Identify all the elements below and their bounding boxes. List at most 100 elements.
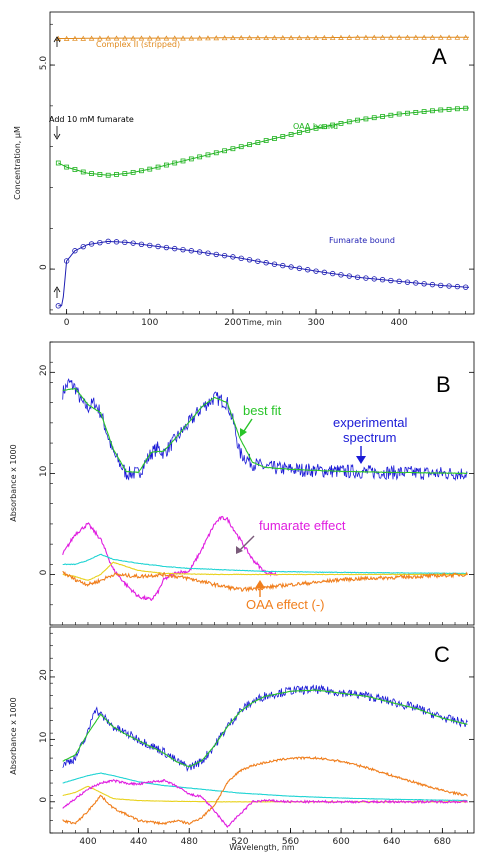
series-complex-ii-stripped-point	[329, 34, 336, 40]
series-complex-ii-stripped-point	[97, 35, 103, 41]
series-oaa-bound-point	[55, 160, 61, 166]
series-complex-ii-stripped-point	[246, 34, 253, 41]
panel-c-xtick-label: 680	[434, 837, 451, 847]
series-fumarate-bound-point	[288, 264, 294, 270]
series-oaa-bound-point	[188, 156, 194, 162]
panel-c-xtick-label: 520	[231, 837, 248, 847]
series-fumarate-bound-point	[180, 246, 186, 253]
series-complex-ii-stripped-point	[279, 34, 286, 41]
series-fumarate-bound-point	[196, 249, 203, 255]
series-oaa-bound-point	[421, 109, 427, 114]
series-complex-ii-stripped-point	[230, 34, 236, 41]
series-fumarate-bound-point	[55, 303, 62, 309]
series-fumarate-bound-point	[80, 243, 86, 250]
series-oaa-bound-point	[222, 148, 227, 154]
arrow-experimental-spectrum	[356, 446, 366, 464]
series-fumarate-bound-point	[105, 238, 111, 245]
series-oaa-bound-point	[255, 140, 261, 145]
annotation-oaa-effect: OAA effect (-)	[246, 597, 325, 612]
series-complex-ii-stripped-point	[146, 35, 153, 41]
series-complex-ii-stripped-point	[63, 35, 70, 41]
series-complex-ii-stripped-point	[80, 35, 87, 41]
series-complex-ii-stripped-point	[446, 34, 452, 40]
series-complex-ii-stripped-point	[163, 35, 170, 41]
series-fumarate-bound-point	[421, 281, 427, 287]
series-oaa-bound-point	[213, 150, 219, 156]
series-fumarate-bound-point	[97, 239, 103, 246]
arrow-best-fit	[240, 418, 253, 437]
series-fumarate-bound-point	[271, 261, 278, 267]
series-oaa-bound-point	[363, 116, 369, 122]
series-oaa-bound-point	[313, 125, 319, 131]
series-oaa-bound-point	[438, 107, 444, 113]
arrow-fumarate-effect	[236, 535, 255, 554]
series-oaa-bound-point	[413, 109, 419, 115]
annotation-add-fumarate: Add 10 mM fumarate	[49, 115, 134, 124]
panel-c-xlabel: Wavelength, nm	[229, 843, 295, 852]
series-complex-ii-stripped-point	[313, 34, 319, 41]
panel-c-xtick-label: 560	[282, 837, 299, 847]
series-complex-ii-stripped-line	[58, 36, 469, 39]
series-fumarate-bound-point	[371, 276, 377, 282]
series-fumarate-bound-point	[63, 258, 70, 264]
series-fumarate-bound-point	[221, 252, 228, 259]
series-complex-ii-stripped-point	[404, 34, 411, 40]
panel-c-xtick-label: 400	[79, 837, 96, 847]
annotation-spectrum: spectrum	[343, 430, 396, 445]
series-oaa-bound-point	[172, 160, 178, 166]
series-oaa-bound-point	[197, 154, 203, 160]
series-complex-ii-stripped-point	[296, 34, 303, 41]
panel-a-xtick-label: 300	[307, 318, 324, 328]
series-oaa-bound-point	[89, 171, 94, 177]
panel-b-ytick-label: 10	[39, 465, 49, 477]
series-oaa-bound-point	[396, 111, 402, 117]
series-complex-ii-stripped-point	[221, 35, 228, 41]
series-complex-ii-stripped-point	[437, 34, 444, 40]
series-best-fit-line	[62, 387, 468, 475]
series-complex-ii-stripped-point	[321, 34, 328, 40]
panel-a-series	[55, 34, 470, 309]
series-fumarate-bound-point	[329, 270, 336, 277]
series-oaa-bound-point	[305, 127, 311, 133]
series-oaa-bound-point	[272, 136, 277, 141]
series-fumarate-bound-point	[404, 279, 411, 285]
panel-a-letter: A	[432, 44, 447, 69]
series-fumarate-bound-point	[230, 254, 236, 260]
panel-a-ylabel: Concentration, µM	[13, 126, 22, 200]
series-complex-ii-stripped-point	[288, 34, 294, 41]
panel-a-xtick-label: 400	[391, 318, 408, 328]
series-oaa-bound-point	[371, 115, 377, 121]
panel-c-xtick-label: 440	[130, 837, 147, 847]
series-complex-ii-stripped-point	[354, 34, 361, 40]
series-complex-ii-stripped-point	[171, 35, 178, 41]
arrow-complex-ii	[53, 36, 61, 47]
series-fumarate-bound-point	[305, 267, 311, 273]
arrow-add-fumarate	[53, 126, 61, 140]
series-complex-ii-stripped-point	[413, 34, 419, 40]
panel-a-ytick-label: 5.0	[39, 56, 49, 71]
series-magenta-component-line	[62, 778, 468, 828]
series-complex-ii-stripped-point	[130, 35, 136, 41]
panel-c-ytick-label: 20	[39, 669, 49, 681]
series-oaa-effect-line	[62, 570, 468, 593]
series-fumarate-bound-point	[263, 260, 269, 266]
series-complex-ii-stripped-point	[138, 35, 145, 41]
series-complex-ii-stripped-point	[196, 35, 203, 41]
annotation-complex-ii: Complex II (stripped)	[96, 40, 180, 49]
panel-c-frame	[49, 626, 475, 834]
panel-a-ytick-label: 0	[39, 264, 49, 270]
series-experimental-line	[62, 684, 468, 773]
series-fumarate-bound-point	[246, 257, 253, 263]
series-oaa-bound-point	[205, 152, 211, 158]
series-fumarate-bound-point	[72, 248, 78, 254]
panel-c-xtick-label: 600	[333, 837, 350, 847]
series-fumarate-bound-point	[213, 251, 219, 258]
series-oaa-bound-point	[297, 129, 302, 135]
panel-b: 0 10 20 B Absorbance x 1000 best fit exper…	[9, 341, 475, 626]
series-oaa-bound-point	[446, 106, 452, 112]
series-oaa-bound-point	[321, 124, 327, 130]
series-oaa-bound-point	[330, 122, 336, 128]
series-fumarate-bound-point	[296, 265, 303, 272]
panel-c-ytick-label: 10	[39, 731, 49, 743]
